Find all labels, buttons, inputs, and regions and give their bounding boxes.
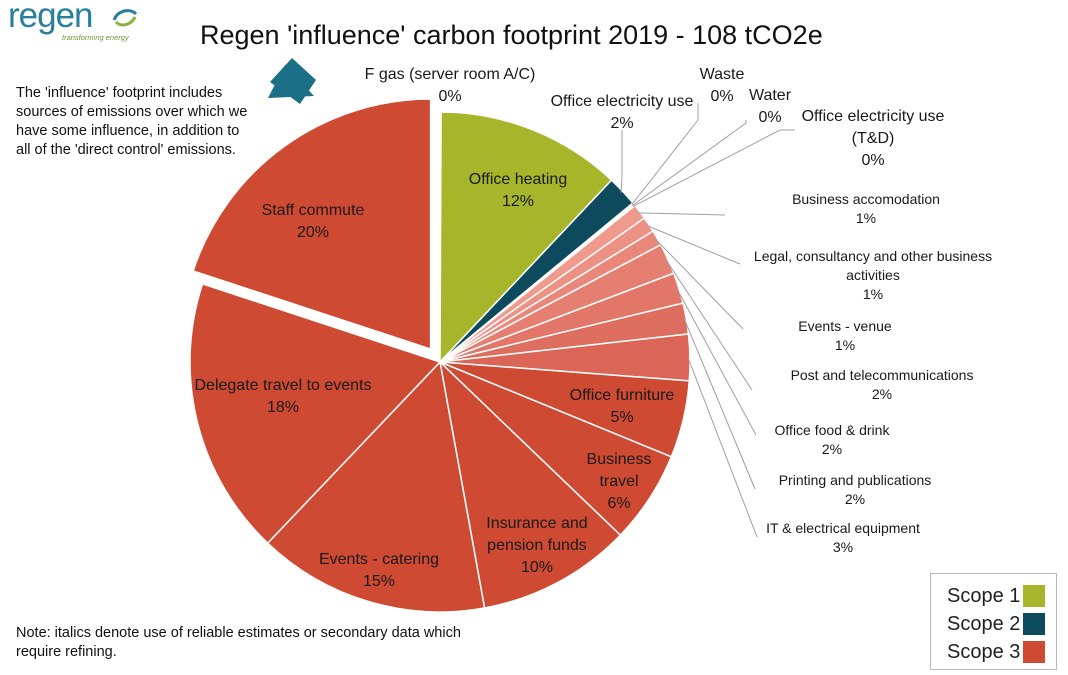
legend-label: Scope 1 [947,584,1021,607]
leader-line-6 [638,212,726,216]
slice-name-label-17: Delegate travel to events [195,377,372,394]
leader-line-2 [620,130,623,193]
slice-value-label-3: 0% [710,88,733,105]
leader-line-7 [646,225,741,265]
slice-value-label-5: 0% [861,152,884,169]
slice-name-label-13: Office furniture [570,387,675,404]
pie-slice-1 [439,111,613,364]
logo-swoosh-icon [112,9,138,27]
slice-name-label-5: Office electricity use [802,108,945,125]
slice-name-label-14: Business [587,451,652,468]
callout-arrow-head-icon [268,65,314,98]
slice-name-label-14: travel [599,473,638,490]
legend-swatch [1023,585,1045,607]
footnote: Note: italics denote use of reliable est… [16,625,461,660]
legend-swatch [1023,641,1045,663]
chart-title: Regen 'influence' carbon footprint 2019 … [200,20,823,50]
slice-value-label-7: 1% [863,286,883,302]
legend-item-scope3: Scope 3 [947,638,1046,666]
pie-slice-17 [189,282,442,545]
slice-value-label-17: 18% [267,399,299,416]
leader-line-4 [632,120,747,206]
leader-line-11 [683,318,756,490]
slice-name-label-16: Events - catering [319,551,439,568]
slice-value-label-9: 2% [872,386,892,402]
slice-name-label-7: activities [846,267,900,283]
slice-value-label-4: 0% [758,109,781,126]
legend-item-scope2: Scope 2 [947,610,1046,638]
slice-value-label-12: 3% [833,539,853,555]
slice-name-label-7: Legal, consultancy and other business [754,248,992,264]
legend-swatch [1023,613,1045,635]
slice-value-label-15: 10% [521,559,553,576]
slice-name-label-3: Waste [700,66,745,83]
slice-value-label-0: 0% [438,88,461,105]
slice-name-label-0: F gas (server room A/C) [365,66,536,83]
legend: Scope 1 Scope 2 Scope 3 [930,573,1057,670]
slice-value-label-18: 20% [297,224,329,241]
pie-slice-15 [438,359,622,609]
slice-value-label-6: 1% [856,210,876,226]
legend-label: Scope 3 [947,640,1021,663]
slice-value-label-13: 5% [610,409,633,426]
leader-line-5 [632,129,795,207]
slice-value-label-11: 2% [845,491,865,507]
slice-name-label-8: Events - venue [798,318,892,334]
slice-value-label-14: 6% [607,495,630,512]
leader-line-8 [654,238,744,330]
slice-value-label-16: 15% [363,573,395,590]
pie-slice-16 [266,360,486,613]
slice-name-label-6: Business accomodation [792,191,940,207]
slice-value-label-8: 1% [835,337,855,353]
slice-value-label-2: 2% [610,115,633,132]
slice-name-label-2: Office electricity use [551,93,694,110]
legend-item-scope1: Scope 1 [947,582,1046,610]
slice-name-label-12: IT & electrical equipment [766,520,920,536]
slice-value-label-10: 2% [822,441,842,457]
logo-tagline: transforming energy [62,33,129,42]
leader-line-10 [676,288,757,436]
slice-name-label-10: Office food & drink [775,422,891,438]
slice-name-label-15: Insurance and [486,515,587,532]
slice-name-label-5: (T&D) [852,130,895,147]
slice-name-label-11: Printing and publications [779,472,932,488]
leader-line-9 [665,259,753,391]
slice-value-label-1: 12% [502,193,534,210]
leader-line-12 [687,357,758,538]
influence-callout-text: The 'influence' footprint includes sourc… [16,85,248,158]
logo-wordmark: regen [8,0,94,35]
slice-name-label-9: Post and telecommunications [791,367,974,383]
leader-line-3 [631,103,699,206]
pie-slice-18 [192,98,432,351]
legend-label: Scope 2 [947,612,1021,635]
slice-name-label-15: pension funds [487,537,587,554]
slice-name-label-18: Staff commute [262,202,365,219]
regen-logo: regen transforming energy [8,0,138,50]
slice-name-label-4: Water [749,87,792,104]
slice-name-label-1: Office heating [469,171,567,188]
